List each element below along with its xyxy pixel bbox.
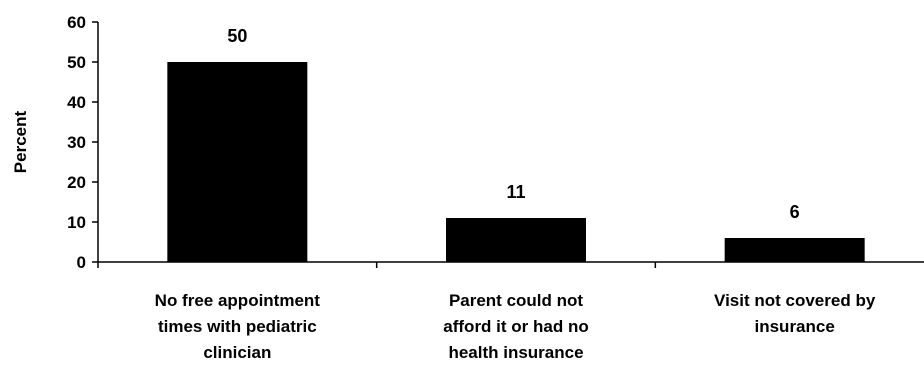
x-category-label: Visit not covered by insurance [714,291,876,336]
x-category-label: Parent could not afford it or had no healt… [443,291,588,362]
data-labels: 50 11 6 [227,26,799,222]
y-tick-label: 50 [67,53,86,72]
category-labels: No free appointment times with pediatric c… [155,291,876,362]
bars [167,62,865,262]
y-tick-label: 20 [67,173,86,192]
x-category-label-line: times with pediatric [158,317,317,336]
x-category-label-line: clinician [203,343,271,362]
bar [724,238,865,262]
x-category-label-line: health insurance [448,343,583,362]
y-tick-label: 40 [67,93,86,112]
x-category-label-line: No free appointment [155,291,321,310]
x-category-label-line: insurance [755,317,835,336]
x-category-label: No free appointment times with pediatric c… [155,291,321,362]
x-category-label-line: Visit not covered by [714,291,876,310]
y-tick-label: 30 [67,133,86,152]
bar-value-label: 11 [506,182,525,202]
y-tick-label: 0 [77,253,86,272]
bar [167,62,308,262]
bar-value-label: 6 [790,202,800,222]
y-axis-ticks: 0 10 20 30 40 50 60 [67,13,657,272]
y-axis-title: Percent [11,110,30,173]
x-category-label-line: afford it or had no [443,317,588,336]
y-tick-label: 60 [67,13,86,32]
x-category-label-line: Parent could not [449,291,583,310]
bar-value-label: 50 [227,26,247,46]
bar [446,218,586,262]
y-tick-label: 10 [67,213,86,232]
